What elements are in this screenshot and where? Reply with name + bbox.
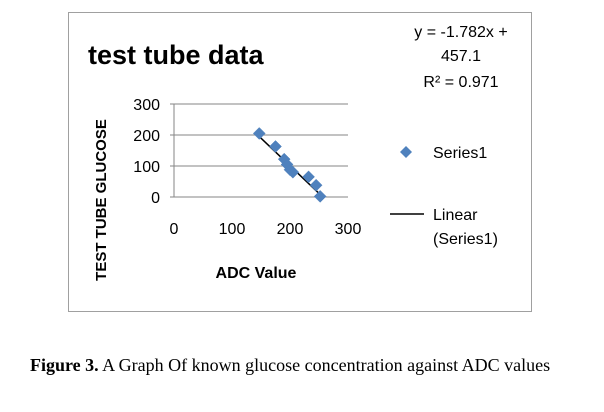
chart-border xyxy=(68,12,532,312)
caption-text: A Graph Of known glucose concentration a… xyxy=(98,355,551,375)
legend: Series1 Linear (Series1) xyxy=(390,145,498,248)
y-axis-label: TEST TUBE GLUCOSE xyxy=(93,119,110,281)
scatter-chart: test tube data y = -1.782x + 457.1 R² = 0.… xyxy=(68,12,532,312)
trendline-equation: y = -1.782x + 457.1 R² = 0.971 xyxy=(414,24,507,91)
chart-frame: test tube data y = -1.782x + 457.1 R² = 0.… xyxy=(68,12,532,312)
data-points xyxy=(252,127,327,203)
data-point xyxy=(269,140,282,153)
tick-labels: 0 100 200 300 0 100 200 300 xyxy=(133,97,361,238)
y-tick-label: 100 xyxy=(133,159,160,176)
x-axis-label: ADC Value xyxy=(216,265,297,282)
equation-line: R² = 0.971 xyxy=(423,74,498,91)
x-tick-label: 0 xyxy=(170,221,179,238)
legend-label-linear: Linear (Series1) xyxy=(433,207,498,248)
figure-caption: Figure 3. A Graph Of known glucose conce… xyxy=(30,354,590,376)
legend-label-series1: Series1 xyxy=(433,145,487,162)
x-tick-label: 300 xyxy=(335,221,362,238)
caption-label: Figure 3. xyxy=(30,355,99,375)
equation-line: 457.1 xyxy=(441,48,481,65)
y-tick-label: 0 xyxy=(151,190,160,207)
data-point xyxy=(302,170,315,184)
data-point xyxy=(309,178,323,192)
x-tick-label: 100 xyxy=(219,221,246,238)
y-tick-label: 300 xyxy=(133,97,160,114)
x-tick-label: 200 xyxy=(277,221,304,238)
legend-marker-series1 xyxy=(400,146,412,158)
y-tick-label: 200 xyxy=(133,128,160,145)
data-point xyxy=(313,190,327,203)
chart-title: test tube data xyxy=(88,40,265,70)
data-point xyxy=(286,165,300,179)
equation-line: y = -1.782x + xyxy=(414,24,507,41)
data-point xyxy=(252,127,266,140)
